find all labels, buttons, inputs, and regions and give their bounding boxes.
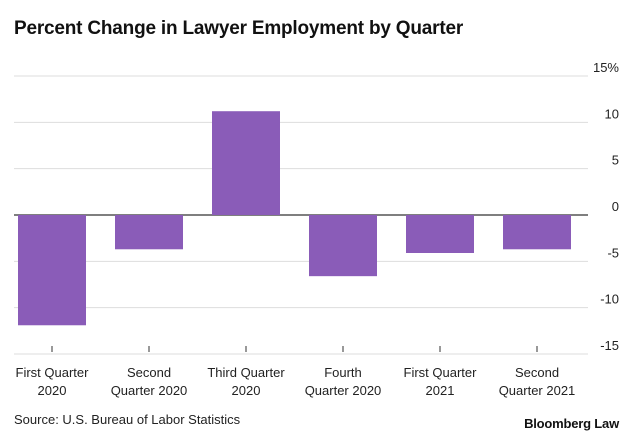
y-tick-label: 15% (593, 60, 619, 75)
x-axis-labels: First Quarter 2020 Second Quarter 2020 Third… (16, 346, 576, 398)
x-tick-label: Second (515, 365, 559, 380)
x-tick-label: 2021 (426, 383, 455, 398)
bar (309, 215, 377, 277)
brand-logo: Bloomberg Law (524, 416, 619, 431)
bar (212, 111, 280, 215)
x-tick-label: Third Quarter (207, 365, 285, 380)
bar (503, 215, 571, 250)
bars (18, 111, 571, 326)
x-tick-label: 2020 (232, 383, 261, 398)
y-tick-label: -10 (600, 292, 619, 307)
x-tick-label: First Quarter (16, 365, 90, 380)
y-tick-label: 10 (605, 106, 619, 121)
bar (406, 215, 474, 253)
x-tick-label: Second (127, 365, 171, 380)
y-tick-label: -5 (607, 245, 619, 260)
y-tick-label: -15 (600, 338, 619, 353)
x-tick-label: Quarter 2020 (305, 383, 382, 398)
source-note: Source: U.S. Bureau of Labor Statistics (14, 412, 241, 427)
bar (115, 215, 183, 250)
x-tick-label: 2020 (38, 383, 67, 398)
bar (18, 215, 86, 326)
x-tick-label: Quarter 2021 (499, 383, 576, 398)
y-tick-label: 0 (612, 199, 619, 214)
x-tick-label: Quarter 2020 (111, 383, 188, 398)
y-tick-label: 5 (612, 153, 619, 168)
y-axis-labels: 15% 10 5 0 -5 -10 -15 (593, 60, 619, 353)
chart-title: Percent Change in Lawyer Employment by Q… (14, 18, 464, 39)
x-tick-label: First Quarter (404, 365, 478, 380)
x-tick-label: Fourth (324, 365, 362, 380)
gridlines (14, 75, 588, 355)
